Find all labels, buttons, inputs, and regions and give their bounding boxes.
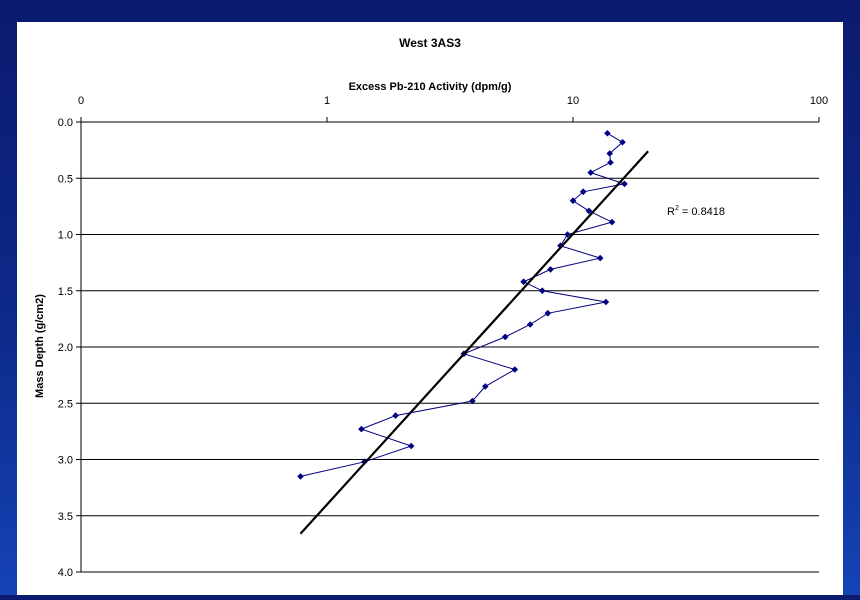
data-point [358, 425, 365, 433]
data-point [606, 150, 613, 157]
chart-panel: West 3AS3 Excess Pb-210 Activity (dpm/g)… [17, 22, 843, 595]
chart-title: West 3AS3 [399, 36, 461, 50]
data-point [602, 298, 610, 306]
data-point [569, 197, 577, 205]
data-point [520, 278, 527, 286]
data-point [544, 309, 552, 317]
tick-labels: 0.0 0.5 1.0 1.5 2.0 2.5 3.0 3.5 4.0 0 1 10 100 [58, 95, 828, 579]
data-point [579, 188, 587, 196]
trendline [299, 150, 649, 535]
y-tick-label: 1.5 [58, 286, 73, 298]
data-point [564, 231, 571, 238]
chart: West 3AS3 Excess Pb-210 Activity (dpm/g)… [34, 36, 828, 579]
y-tick-label: 4.0 [58, 567, 73, 579]
data-point [539, 287, 546, 295]
y-tick-label: 1.0 [58, 230, 73, 242]
x-tick-label: 1 [324, 95, 330, 107]
data-point [392, 412, 399, 419]
y-tick-label: 0.0 [58, 117, 73, 129]
data-point [607, 159, 614, 166]
axes [76, 117, 820, 573]
y-tick-label: 2.0 [58, 342, 73, 354]
data-point [511, 366, 519, 373]
data-point [501, 333, 509, 341]
data-point [596, 254, 604, 262]
data-point [608, 218, 616, 226]
x-tick-label: 0 [78, 95, 84, 107]
x-axis-label: Excess Pb-210 Activity (dpm/g) [349, 81, 512, 93]
data-point [469, 397, 476, 405]
y-tick-label: 2.5 [58, 398, 73, 410]
data-point [297, 473, 304, 480]
grid-lines [81, 121, 819, 573]
trendline-group [299, 150, 649, 535]
x-tick-label: 100 [810, 95, 828, 107]
y-tick-label: 0.5 [58, 173, 73, 185]
data-point [604, 130, 611, 137]
data-point [482, 383, 489, 390]
data-point [407, 442, 415, 450]
data-point [587, 169, 594, 176]
y-tick-label: 3.0 [58, 455, 73, 467]
y-axis-label: Mass Depth (g/cm2) [34, 294, 46, 398]
series-line [300, 132, 627, 477]
data-point [585, 207, 593, 215]
data-point [621, 180, 628, 188]
x-tick-label: 10 [567, 95, 579, 107]
data-series [297, 130, 628, 480]
trendline-r2-label: R2 = 0.8418 [667, 205, 725, 218]
y-tick-label: 3.5 [58, 511, 73, 523]
data-point [547, 266, 554, 273]
data-point [619, 139, 626, 146]
data-point [526, 321, 534, 328]
